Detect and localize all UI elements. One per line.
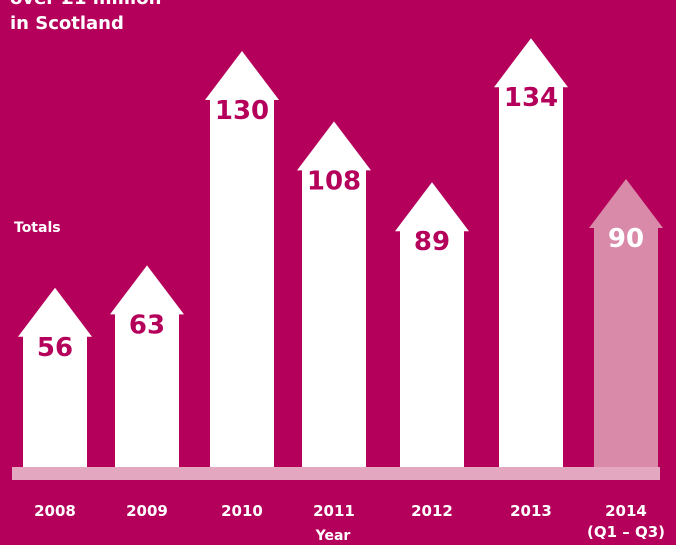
baseline <box>12 467 660 480</box>
bar-2011 <box>297 121 371 468</box>
x-tick-label-2010: 2010 <box>221 502 263 520</box>
bar-2012 <box>395 182 469 467</box>
x-tick-label-2009: 2009 <box>126 502 168 520</box>
value-label-2010: 130 <box>215 96 269 126</box>
bar-2009 <box>110 265 184 467</box>
value-label-2013: 134 <box>504 83 558 113</box>
bar-2014 <box>589 179 663 467</box>
value-label-2011: 108 <box>307 166 361 196</box>
bars-group: 56 63 130 108 89 134 90 <box>18 38 663 468</box>
x-tick-label-2008: 2008 <box>34 502 76 520</box>
x-tick-labels-group: 2008 2009 2010 2011 2012 2013 2014 (Q1 – Q3) <box>34 502 665 541</box>
x-tick-sublabel-2014: (Q1 – Q3) <box>587 523 665 541</box>
value-label-2014: 90 <box>608 224 644 254</box>
value-label-2008: 56 <box>37 333 73 363</box>
x-tick-label-2012: 2012 <box>411 502 453 520</box>
chart-title-line-1: over £1 million <box>10 0 161 9</box>
bar-2013 <box>494 38 568 467</box>
x-axis-label: Year <box>315 528 351 544</box>
value-label-2012: 89 <box>414 227 450 257</box>
x-tick-label-2013: 2013 <box>510 502 552 520</box>
x-tick-label-2011: 2011 <box>313 502 355 520</box>
bar-2010 <box>205 51 279 467</box>
y-axis-label: Totals <box>14 220 61 236</box>
value-label-2009: 63 <box>129 310 165 340</box>
x-tick-label-2014: 2014 <box>605 502 647 520</box>
bar-2008 <box>18 287 92 467</box>
chart-title-line-2: in Scotland <box>10 13 124 34</box>
